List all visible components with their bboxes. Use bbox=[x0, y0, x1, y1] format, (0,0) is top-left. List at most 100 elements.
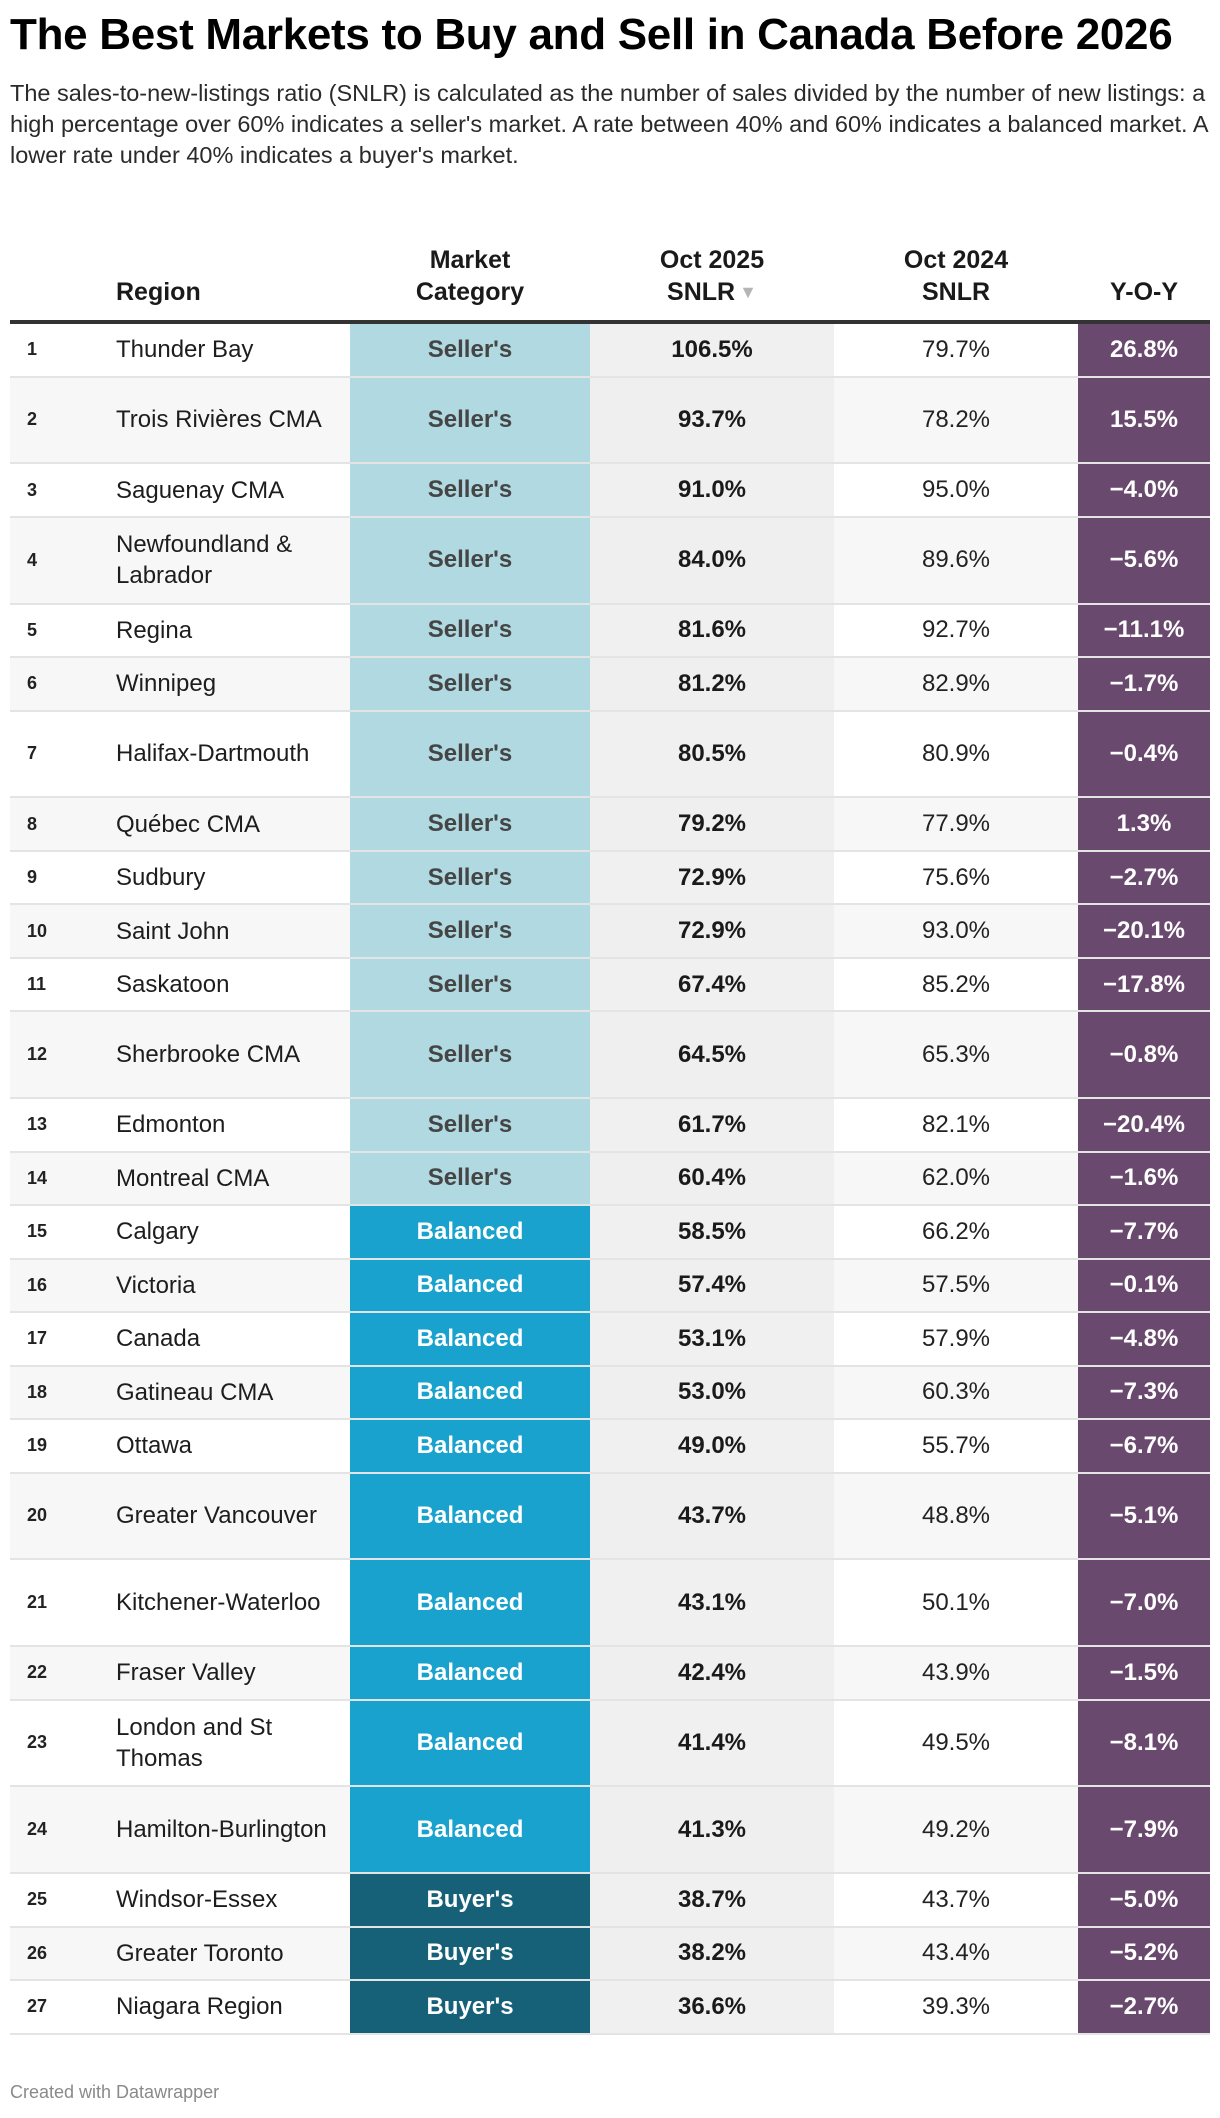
rank-cell: 2 bbox=[27, 409, 38, 430]
table-row: 2 Trois Rivières CMA Seller's 93.7% 78.2% 15.… bbox=[10, 377, 1210, 465]
region-cell: Halifax-Dartmouth bbox=[116, 740, 310, 768]
market-category-badge: Balanced bbox=[350, 1259, 590, 1311]
oct-2024-snlr-cell: 82.9% bbox=[921, 669, 991, 697]
region-cell: Montreal CMA bbox=[116, 1164, 270, 1192]
table-row: 15 Calgary Balanced 58.5% 66.2% −7.7% bbox=[10, 1206, 1210, 1260]
yoy-change-cell: −1.5% bbox=[1078, 1647, 1210, 1699]
oct-2024-snlr-cell: 60.3% bbox=[921, 1378, 991, 1406]
market-category-badge: Seller's bbox=[350, 377, 590, 463]
oct-2025-snlr-cell: 38.7% bbox=[590, 1874, 834, 1926]
header-region[interactable]: Region bbox=[116, 276, 350, 320]
market-category-badge: Seller's bbox=[350, 658, 590, 710]
header-oct24-line1: Oct 2024 bbox=[903, 246, 1009, 274]
table-row: 10 Saint John Seller's 72.9% 93.0% −20.1% bbox=[10, 905, 1210, 959]
market-category-badge: Seller's bbox=[350, 711, 590, 797]
region-cell: Kitchener-Waterloo bbox=[116, 1589, 321, 1617]
header-yoy-label: Y-O-Y bbox=[1109, 278, 1179, 306]
table-row: 21 Kitchener-Waterloo Balanced 43.1% 50.1% −7… bbox=[10, 1560, 1210, 1647]
rank-cell: 14 bbox=[27, 1167, 48, 1188]
rank-cell: 22 bbox=[27, 1662, 48, 1683]
header-oct25-line1: Oct 2025 bbox=[659, 246, 765, 274]
market-category-badge: Balanced bbox=[350, 1560, 590, 1645]
header-yoy[interactable]: Y-O-Y bbox=[1078, 276, 1210, 320]
yoy-change-cell: −4.0% bbox=[1078, 464, 1210, 516]
oct-2025-snlr-cell: 61.7% bbox=[590, 1099, 834, 1151]
table-row: 3 Saguenay CMA Seller's 91.0% 95.0% −4.0% bbox=[10, 464, 1210, 518]
oct-2025-snlr-cell: 80.5% bbox=[590, 711, 834, 797]
oct-2024-snlr-cell: 85.2% bbox=[921, 970, 991, 998]
table-row: 6 Winnipeg Seller's 81.2% 82.9% −1.7% bbox=[10, 658, 1210, 712]
oct-2024-snlr-cell: 78.2% bbox=[921, 405, 991, 433]
oct-2025-snlr-cell: 91.0% bbox=[590, 464, 834, 516]
rank-cell: 26 bbox=[27, 1942, 48, 1963]
oct-2024-snlr-cell: 49.5% bbox=[921, 1728, 991, 1756]
sort-descending-icon[interactable]: ▼ bbox=[739, 282, 757, 302]
market-category-badge: Seller's bbox=[350, 1012, 590, 1097]
region-cell: Canada bbox=[116, 1325, 201, 1353]
yoy-change-cell: −7.7% bbox=[1078, 1206, 1210, 1258]
oct-2024-snlr-cell: 57.9% bbox=[921, 1324, 991, 1352]
rank-cell: 11 bbox=[27, 974, 47, 994]
table-row: 9 Sudbury Seller's 72.9% 75.6% −2.7% bbox=[10, 851, 1210, 906]
region-cell: Regina bbox=[116, 616, 193, 644]
oct-2024-snlr-cell: 82.1% bbox=[921, 1110, 991, 1138]
table-row: 25 Windsor-Essex Buyer's 38.7% 43.7% −5.0% bbox=[10, 1874, 1210, 1928]
yoy-change-cell: −0.8% bbox=[1078, 1012, 1210, 1097]
table-row: 27 Niagara Region Buyer's 36.6% 39.3% −2.7% bbox=[10, 1981, 1210, 2035]
rank-cell: 6 bbox=[27, 673, 38, 694]
region-cell: Gatineau CMA bbox=[116, 1378, 274, 1406]
header-oct-2024-snlr[interactable]: Oct 2024 SNLR bbox=[834, 244, 1078, 320]
header-market-category[interactable]: Market Category bbox=[350, 244, 590, 320]
oct-2025-snlr-cell: 72.9% bbox=[590, 905, 834, 957]
market-category-badge: Seller's bbox=[350, 905, 590, 957]
market-category-badge: Balanced bbox=[350, 1313, 590, 1365]
rank-cell: 17 bbox=[27, 1328, 48, 1349]
rank-cell: 18 bbox=[27, 1381, 48, 1402]
yoy-change-cell: −7.3% bbox=[1078, 1366, 1210, 1418]
rank-cell: 16 bbox=[27, 1274, 48, 1295]
rank-cell: 23 bbox=[27, 1732, 48, 1753]
region-cell: Sudbury bbox=[116, 864, 206, 891]
region-cell: Fraser Valley bbox=[116, 1659, 256, 1687]
chart-description: The sales-to-new-listings ratio (SNLR) i… bbox=[10, 80, 1208, 168]
header-oct-2025-snlr[interactable]: Oct 2025 SNLR ▼ bbox=[590, 244, 834, 320]
market-category-badge: Balanced bbox=[350, 1787, 590, 1872]
yoy-change-cell: −17.8% bbox=[1078, 958, 1210, 1011]
market-category-badge: Balanced bbox=[350, 1700, 590, 1786]
region-cell: Winnipeg bbox=[116, 670, 217, 698]
header-oct24-line2: SNLR bbox=[921, 278, 991, 306]
yoy-change-cell: −8.1% bbox=[1078, 1700, 1210, 1786]
oct-2025-snlr-cell: 64.5% bbox=[590, 1012, 834, 1097]
table-row: 17 Canada Balanced 53.1% 57.9% −4.8% bbox=[10, 1313, 1210, 1367]
market-category-badge: Seller's bbox=[350, 604, 590, 656]
oct-2024-snlr-cell: 77.9% bbox=[921, 810, 991, 837]
market-category-badge: Seller's bbox=[350, 851, 590, 904]
oct-2024-snlr-cell: 65.3% bbox=[921, 1040, 991, 1068]
rank-cell: 1 bbox=[27, 339, 38, 360]
oct-2024-snlr-cell: 79.7% bbox=[921, 335, 991, 363]
snlr-table: Region Market Category Oct 2025 SNLR ▼ Oc… bbox=[10, 226, 1210, 2035]
rank-cell: 15 bbox=[27, 1221, 48, 1242]
region-cell: Calgary bbox=[116, 1218, 199, 1246]
oct-2025-snlr-cell: 72.9% bbox=[590, 851, 834, 904]
oct-2025-snlr-cell: 41.4% bbox=[590, 1700, 834, 1786]
oct-2024-snlr-cell: 75.6% bbox=[921, 863, 991, 891]
table-row: 14 Montreal CMA Seller's 60.4% 62.0% −1.6% bbox=[10, 1152, 1210, 1206]
oct-2024-snlr-cell: 95.0% bbox=[921, 476, 991, 503]
oct-2024-snlr-cell: 50.1% bbox=[921, 1588, 991, 1616]
header-oct25-line2: SNLR bbox=[667, 278, 736, 306]
oct-2025-snlr-cell: 58.5% bbox=[590, 1206, 834, 1258]
yoy-change-cell: 26.8% bbox=[1078, 324, 1210, 376]
yoy-change-cell: −1.6% bbox=[1078, 1152, 1210, 1204]
header-market-line1: Market bbox=[429, 246, 511, 274]
yoy-change-cell: −5.2% bbox=[1078, 1927, 1210, 1979]
region-cell: Trois Rivières CMA bbox=[116, 406, 322, 434]
table-body: 1 Thunder Bay Seller's 106.5% 79.7% 26.8% 2 Tro… bbox=[10, 324, 1210, 2035]
market-category-badge: Seller's bbox=[350, 1099, 590, 1151]
table-row: 1 Thunder Bay Seller's 106.5% 79.7% 26.8% bbox=[10, 324, 1210, 378]
region-cell: Windsor-Essex bbox=[116, 1886, 278, 1914]
yoy-change-cell: −2.7% bbox=[1078, 851, 1210, 904]
rank-cell: 3 bbox=[27, 479, 38, 500]
oct-2025-snlr-cell: 36.6% bbox=[590, 1981, 834, 2033]
header-market-line2: Category bbox=[415, 278, 525, 306]
